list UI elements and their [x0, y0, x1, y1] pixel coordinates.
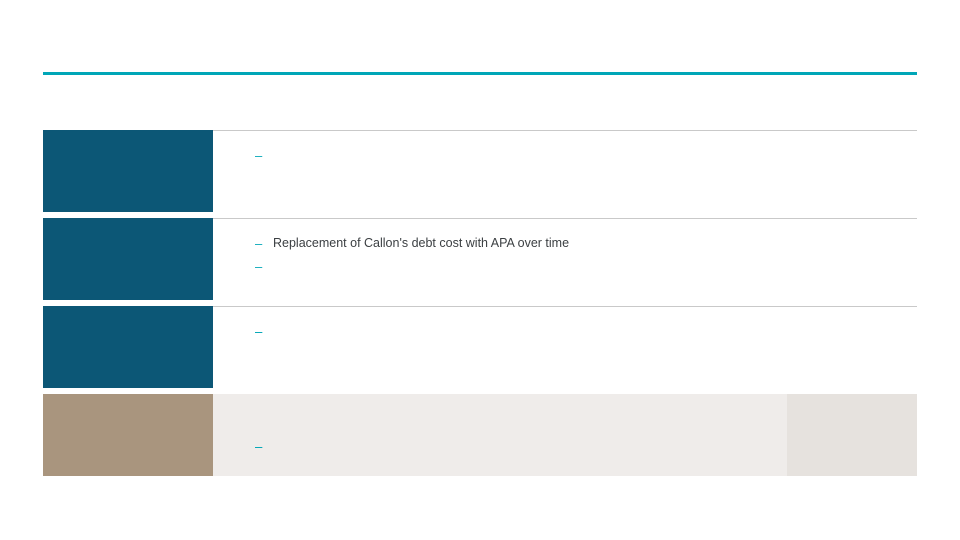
row-1-label	[43, 130, 213, 212]
row-4-total	[43, 394, 917, 476]
row-4-bullets	[255, 432, 273, 438]
rows-container: Replacement of Callon's debt cost with A…	[43, 130, 917, 476]
row-3-label	[43, 306, 213, 388]
row-2-body: Replacement of Callon's debt cost with A…	[213, 218, 917, 300]
row-2-bullets: Replacement of Callon's debt cost with A…	[255, 235, 907, 252]
row-2: Replacement of Callon's debt cost with A…	[43, 218, 917, 300]
row-2-bullet-1: Replacement of Callon's debt cost with A…	[255, 235, 907, 252]
row-4-body	[213, 394, 917, 476]
top-divider	[43, 72, 917, 75]
row-1-body	[213, 130, 917, 212]
row-2-label	[43, 218, 213, 300]
row-1	[43, 130, 917, 212]
row-3	[43, 306, 917, 388]
content-area: Replacement of Callon's debt cost with A…	[43, 130, 917, 494]
row-4-amount	[787, 394, 917, 476]
row-4-label	[43, 394, 213, 476]
slide: Replacement of Callon's debt cost with A…	[0, 0, 960, 540]
row-3-body	[213, 306, 917, 388]
